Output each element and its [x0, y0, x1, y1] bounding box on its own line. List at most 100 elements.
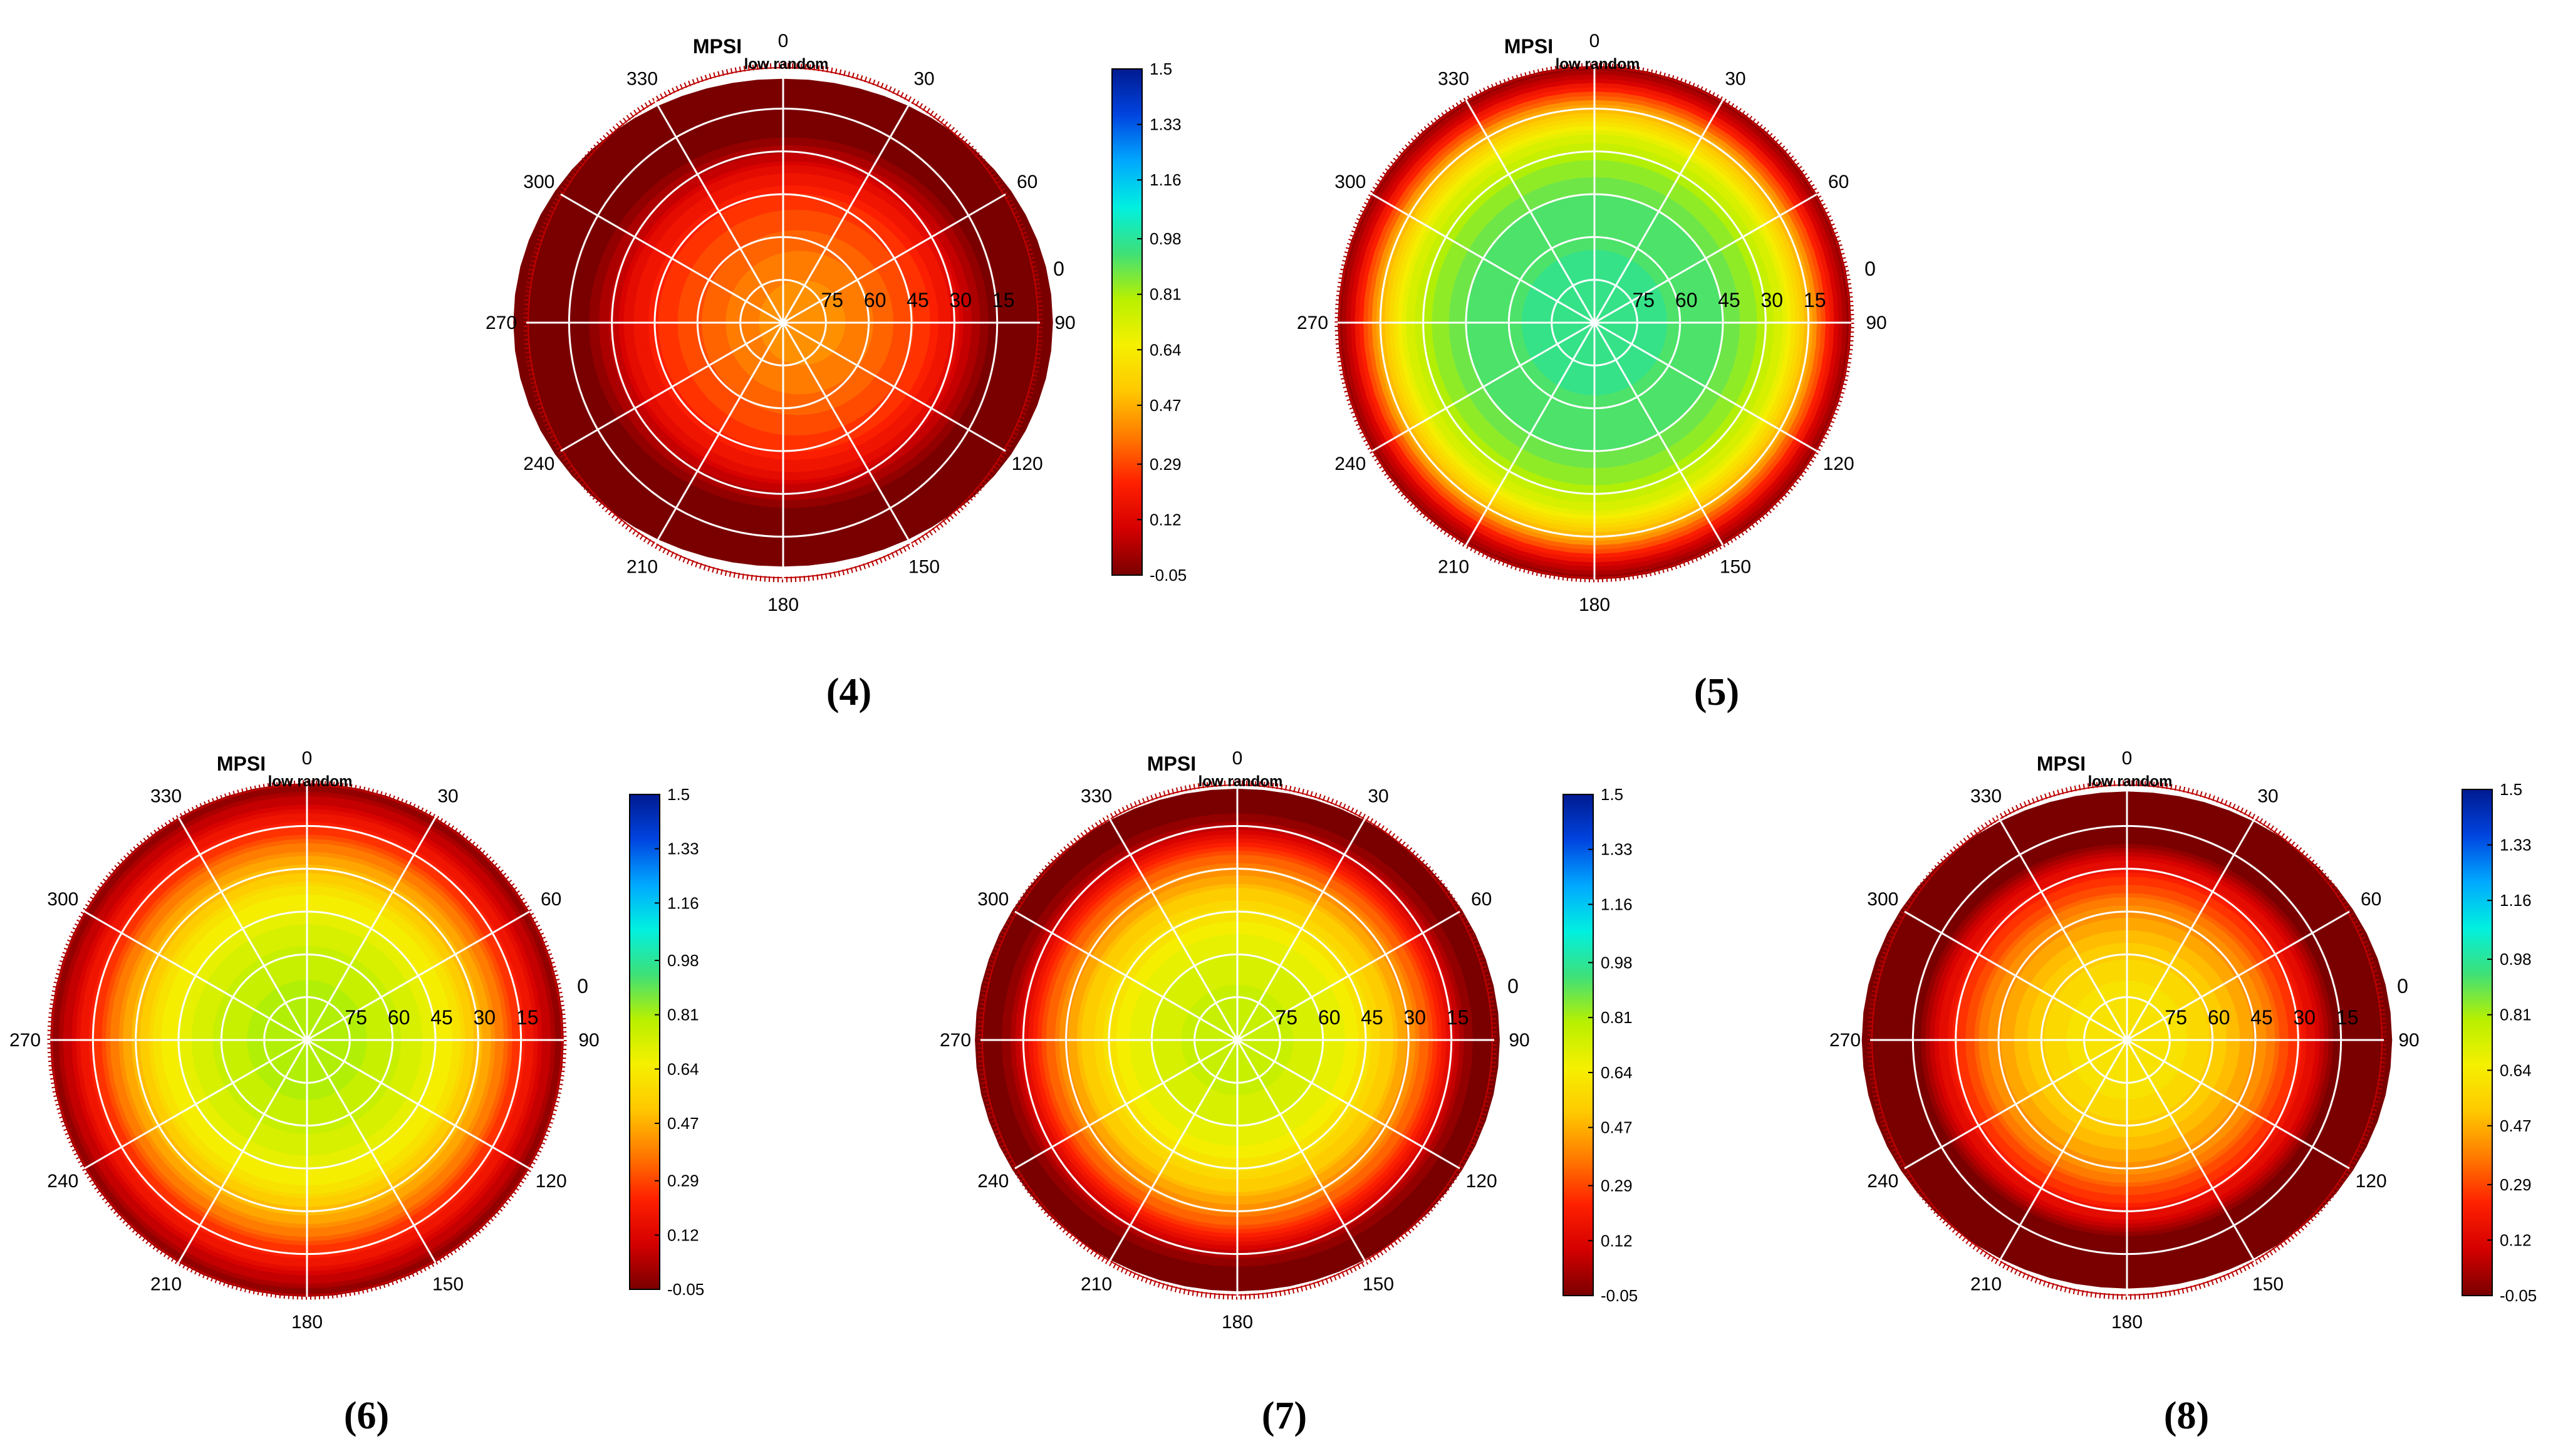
- azimuth-tick-label: 60: [541, 889, 561, 910]
- heatmap-rings: [975, 788, 1500, 1292]
- azimuth-tick-label: 120: [1466, 1171, 1497, 1192]
- radial-tick-label: 15: [1804, 289, 1826, 311]
- azimuth-tick-label: 300: [523, 172, 554, 192]
- grid-spoke: [1237, 910, 1460, 1041]
- colorbar-tick-label: 0.29: [667, 1172, 699, 1190]
- colorbar-tick-label: 1.33: [667, 840, 699, 858]
- colorbar-tick-label: 1.33: [1150, 115, 1182, 134]
- grid-spoke: [782, 193, 1006, 324]
- azimuth-tick-label: 60: [1828, 172, 1849, 192]
- colorbar-tick-label: 1.5: [1601, 785, 1623, 804]
- azimuth-tick-label: 330: [1970, 786, 2002, 806]
- azimuth-tick-label: 270: [486, 313, 517, 333]
- colorbar: 1.5 1.33 1.16 0.98 0.81 0.64 0.47 0.29 0.12 -0.05: [1111, 60, 1187, 585]
- azimuth-tick-label: 330: [626, 68, 658, 89]
- colorbar-tick-label: 0.29: [1601, 1177, 1633, 1195]
- radial-tick-label: 75: [345, 1006, 368, 1029]
- colorbar-tick-label: 0.98: [2500, 950, 2532, 969]
- azimuth-tick-label: 150: [908, 557, 940, 578]
- grid-spoke: [560, 321, 784, 452]
- azimuth-tick-label: 60: [1017, 172, 1037, 192]
- radial-tick-label: 0: [1864, 257, 1876, 280]
- azimuth-tick-label: 0: [2122, 748, 2133, 769]
- colorbar-ramp: [629, 794, 660, 1290]
- panel-label: (5): [1694, 671, 1739, 714]
- radial-tick-label: 0: [2397, 975, 2408, 997]
- grid-spoke: [1371, 193, 1595, 324]
- radial-tick-label: 60: [1318, 1006, 1341, 1029]
- radial-tick-label: 0: [1507, 975, 1519, 997]
- colorbar: 1.5 1.33 1.16 0.98 0.81 0.64 0.47 0.29 0.12 -0.05: [629, 785, 704, 1299]
- chart-subtitle: low random: [268, 773, 353, 790]
- azimuth-tick-label: 270: [9, 1030, 41, 1051]
- grid-spoke: [2126, 1039, 2350, 1170]
- colorbar-tick-label: 0.98: [1601, 953, 1633, 972]
- radial-tick-label: 30: [1404, 1006, 1427, 1029]
- azimuth-tick-label: 90: [1509, 1030, 1529, 1051]
- colorbar-tick-label: 0.98: [1150, 229, 1182, 248]
- grid-spoke: [2126, 1039, 2257, 1263]
- radial-tick-label: 75: [2165, 1006, 2188, 1029]
- azimuth-tick-label: 90: [578, 1030, 599, 1051]
- grid-spoke: [306, 817, 437, 1041]
- colorbar-tick-label: -0.05: [2500, 1286, 2537, 1305]
- panel-label: (8): [2164, 1395, 2209, 1437]
- azimuth-tick-label: 150: [1363, 1274, 1394, 1295]
- azimuth-tick-label: 90: [1054, 313, 1075, 333]
- azimuth-tick-label: 180: [2111, 1312, 2143, 1333]
- grid-spoke: [1108, 817, 1239, 1041]
- colorbar-tick-label: 1.16: [2500, 891, 2532, 910]
- grid-spoke: [782, 100, 913, 323]
- azimuth-tick-label: 330: [1081, 786, 1112, 806]
- azimuth-tick-label: 30: [1368, 786, 1388, 806]
- panel-label: (4): [826, 671, 871, 714]
- radial-tick-label: 45: [1718, 289, 1740, 311]
- colorbar-tick-label: 0.81: [1601, 1008, 1633, 1027]
- radial-tick-label: 45: [2250, 1006, 2273, 1029]
- azimuth-tick-label: 180: [767, 595, 799, 615]
- azimuth-tick-label: 150: [2252, 1274, 2284, 1295]
- colorbar-tick-label: 0.47: [667, 1114, 699, 1133]
- chart-title: MPSI: [1147, 752, 1196, 775]
- chart-title: MPSI: [1504, 35, 1553, 58]
- grid-spoke: [1997, 817, 2128, 1041]
- grid-spoke: [306, 1039, 530, 1170]
- azimuth-tick-label: 60: [2361, 889, 2381, 910]
- azimuth-tick-label: 240: [977, 1171, 1009, 1192]
- radial-tick-label: 0: [1053, 257, 1064, 280]
- colorbar-tick-label: 1.5: [667, 785, 690, 804]
- grid-spoke: [1237, 1039, 1460, 1170]
- grid-spoke: [1594, 193, 1817, 324]
- panel-label: (7): [1262, 1395, 1307, 1437]
- colorbar-tick-label: 0.47: [2500, 1116, 2532, 1135]
- radial-tick-label: 30: [474, 1006, 496, 1029]
- colorbar-tick-label: -0.05: [1601, 1286, 1638, 1305]
- azimuth-tick-label: 120: [2356, 1171, 2387, 1192]
- colorbar-ramp: [2462, 789, 2493, 1296]
- radial-tick-label: 75: [1276, 1006, 1298, 1029]
- grid-spoke: [1236, 817, 1367, 1041]
- azimuth-tick-label: 210: [626, 557, 658, 578]
- chart-subtitle: low random: [1556, 56, 1640, 73]
- azimuth-tick-label: 210: [1438, 557, 1469, 578]
- azimuth-tick-label: 330: [1438, 68, 1469, 89]
- azimuth-tick-label: 30: [437, 786, 458, 806]
- radial-tick-label: 0: [577, 975, 588, 997]
- colorbar-tick-label: -0.05: [667, 1280, 704, 1299]
- azimuth-tick-label: 0: [778, 31, 789, 51]
- colorbar: 1.5 1.33 1.16 0.98 0.81 0.64 0.47 0.29 0.12 -0.05: [2462, 780, 2537, 1305]
- colorbar-tick-label: 0.29: [1150, 455, 1182, 474]
- azimuth-tick-label: 60: [1471, 889, 1492, 910]
- colorbar-tick-label: 0.81: [2500, 1006, 2532, 1024]
- radial-tick-label: 30: [2294, 1006, 2316, 1029]
- azimuth-tick-label: 0: [1589, 31, 1600, 51]
- chart-title: MPSI: [693, 35, 742, 58]
- grid-spoke: [1997, 1039, 2128, 1263]
- colorbar-ramp: [1562, 794, 1594, 1296]
- grid-spoke: [1904, 910, 2128, 1041]
- polar-grid: [1338, 66, 1851, 580]
- azimuth-tick-label: 150: [1720, 557, 1751, 578]
- azimuth-tick-label: 240: [47, 1171, 78, 1192]
